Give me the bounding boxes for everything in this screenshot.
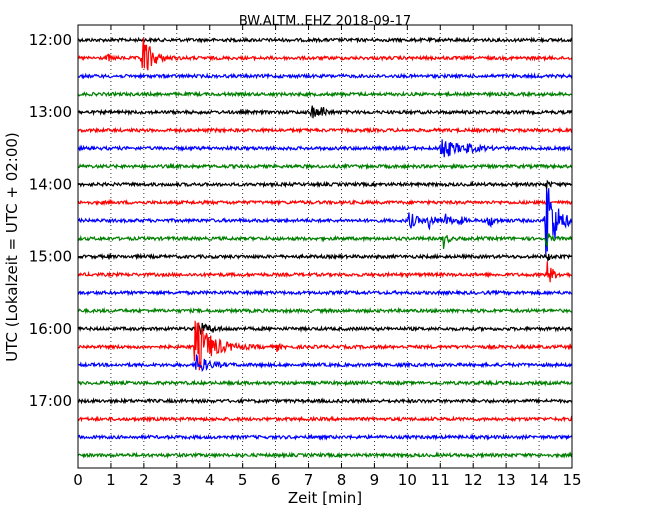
- x-tick-label: 14: [530, 471, 549, 489]
- trace-line: [77, 288, 573, 297]
- x-tick-label: 8: [337, 471, 347, 489]
- y-tick-label: 16:00: [29, 320, 72, 338]
- trace-line: [78, 306, 573, 315]
- traces-group: [77, 36, 573, 459]
- trace-line: [77, 322, 573, 339]
- x-tick-label: 13: [497, 471, 516, 489]
- trace-line: [77, 179, 573, 190]
- y-axis: 12:00 13:00 14:00 15:00 16:00 17:00: [29, 31, 572, 410]
- x-axis: 0 1 2 3 4 5 6 7 8 9 10 11 12 13 14 15: [73, 25, 582, 489]
- trace-line: [77, 198, 573, 207]
- trace-line: [77, 261, 573, 283]
- x-tick-label: 10: [398, 471, 417, 489]
- trace-line: [77, 90, 573, 98]
- y-axis-label: UTC (Lokalzeit = UTC + 02:00): [3, 132, 21, 362]
- y-tick-label: 13:00: [29, 103, 72, 121]
- x-tick-label: 7: [304, 471, 314, 489]
- trace-line: [77, 379, 573, 387]
- trace-line: [77, 162, 573, 171]
- trace-line: [77, 232, 573, 250]
- x-tick-label: 15: [562, 471, 581, 489]
- y-tick-label: 12:00: [29, 31, 72, 49]
- trace-line: [77, 252, 573, 262]
- x-tick-label: 6: [271, 471, 281, 489]
- y-tick-label: 15:00: [29, 248, 72, 266]
- x-tick-label: 4: [205, 471, 215, 489]
- plot-frame: [77, 24, 573, 469]
- trace-line: [77, 451, 573, 459]
- trace-line: [77, 320, 573, 371]
- y-tick-label: 14:00: [29, 175, 72, 193]
- trace-line: [77, 37, 573, 71]
- x-tick-label: 0: [73, 471, 83, 489]
- x-tick-label: 5: [238, 471, 248, 489]
- trace-line: [77, 36, 573, 44]
- trace-line: [77, 188, 573, 258]
- trace-line: [77, 415, 573, 423]
- x-axis-label: Zeit [min]: [288, 489, 362, 507]
- trace-line: [77, 139, 573, 158]
- trace-line: [77, 126, 573, 135]
- trace-line: [77, 105, 573, 119]
- y-tick-label: 17:00: [29, 392, 72, 410]
- trace-line: [77, 72, 573, 80]
- x-tick-label: 11: [431, 471, 450, 489]
- trace-line: [77, 433, 573, 441]
- x-tick-label: 1: [106, 471, 116, 489]
- x-tick-label: 9: [370, 471, 380, 489]
- trace-line: [77, 354, 573, 373]
- chart-title: BW.ALTM..EHZ 2018-09-17: [239, 14, 411, 29]
- trace-line: [77, 397, 573, 405]
- x-tick-label: 12: [464, 471, 483, 489]
- x-tick-label: 2: [139, 471, 149, 489]
- x-tick-label: 3: [172, 471, 182, 489]
